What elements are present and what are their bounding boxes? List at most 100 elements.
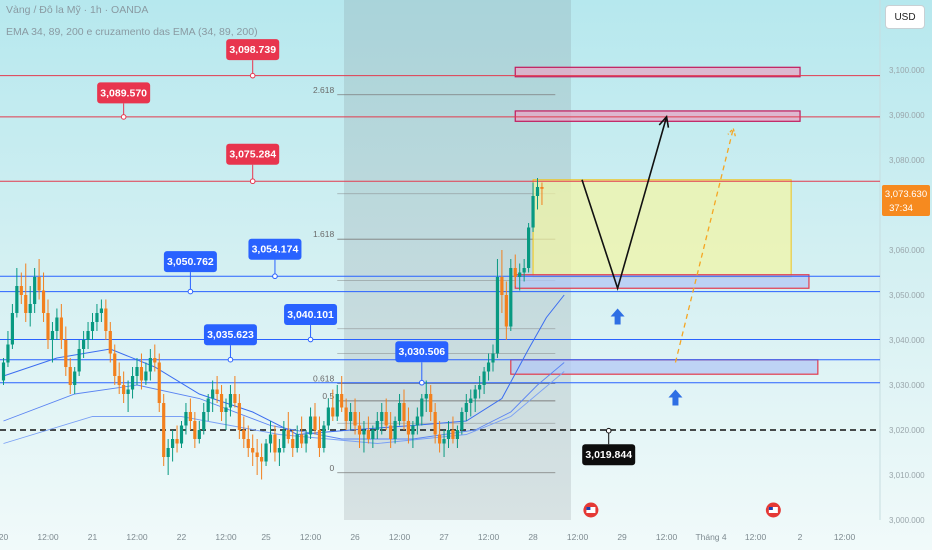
candle-body <box>24 295 28 313</box>
candle-body <box>10 313 14 345</box>
candle-body <box>59 317 63 340</box>
last-price-countdown: 37:34 <box>889 203 913 214</box>
price-axis[interactable]: 3,000.000 3,010.000 3,020.000 3,030.000 3,04… <box>889 21 925 525</box>
candle-body <box>300 434 304 444</box>
price-label-text[interactable]: 3,075.284 <box>229 149 276 161</box>
candle-body <box>246 439 250 448</box>
candle-body <box>113 353 117 376</box>
price-labels[interactable]: 3,098.739 3,089.570 3,075.284 3,054.174 3,05… <box>97 39 636 466</box>
horizontal-levels <box>0 75 880 431</box>
price-label-anchor <box>187 288 194 295</box>
candle-body <box>469 398 473 403</box>
price-label-text[interactable]: 3,050.762 <box>167 256 214 268</box>
flag-stripe-icon <box>768 507 778 513</box>
time-tick-label: 12:00 <box>215 532 237 542</box>
time-axis[interactable]: 20 12:00 21 12:00 22 12:00 25 12:00 26 12:00 27 12:… <box>0 532 855 542</box>
candle-body <box>531 196 535 228</box>
price-label-box[interactable] <box>97 82 151 104</box>
candle-body <box>380 412 384 421</box>
currency-button[interactable]: USD <box>885 5 925 29</box>
price-label-box[interactable] <box>226 143 280 165</box>
price-label-anchor <box>249 72 256 79</box>
price-tick-label: 3,060.000 <box>889 246 925 255</box>
price-label-box[interactable] <box>248 238 302 260</box>
candle-body <box>104 308 108 331</box>
candle-body <box>157 362 161 403</box>
candle-body <box>291 439 295 448</box>
zone-boxes <box>510 66 819 375</box>
candle-body <box>1 362 6 381</box>
price-label-text[interactable]: 3,054.174 <box>252 244 299 256</box>
price-label-anchor <box>419 379 425 386</box>
candle-body <box>362 430 366 435</box>
candle-body <box>37 277 41 291</box>
up-arrow-icon <box>610 308 625 325</box>
price-label-text[interactable]: 3,035.623 <box>207 329 254 341</box>
candle-body <box>211 389 215 399</box>
candle-body <box>166 448 170 457</box>
candle-body <box>126 389 130 394</box>
candle-body <box>219 394 224 412</box>
price-label-text[interactable]: 3,098.739 <box>229 44 276 56</box>
candle-body <box>255 452 259 457</box>
time-tick-label: 12:00 <box>567 532 589 542</box>
candle-body <box>331 407 335 417</box>
price-label-box[interactable] <box>163 251 217 273</box>
target-box <box>532 179 792 278</box>
up-arrows <box>610 308 683 406</box>
candle-body <box>397 403 402 421</box>
symbol-title[interactable]: Vàng / Đô la Mỹ · 1h · OANDA <box>6 4 149 16</box>
event-markers[interactable] <box>583 502 781 518</box>
price-label-box[interactable] <box>395 341 449 363</box>
flag-canton-icon <box>586 507 591 510</box>
candle-body <box>171 439 175 448</box>
dashed-projection-arrowhead <box>727 127 736 137</box>
indicator-legend[interactable]: EMA 34, 89, 200 e cruzamento das EMA (34… <box>6 26 258 38</box>
candle-body <box>15 286 19 313</box>
price-tick-label: 3,010.000 <box>889 471 925 480</box>
candle-body <box>406 421 411 435</box>
price-label-text[interactable]: 3,030.506 <box>398 346 445 358</box>
candle-body <box>153 358 157 363</box>
candle-body <box>527 227 531 268</box>
candle-body <box>117 376 121 385</box>
flag-canton-icon <box>768 507 773 510</box>
candle-body <box>349 412 353 421</box>
price-tick-label: 3,080.000 <box>889 156 925 165</box>
candle-body <box>197 430 201 439</box>
candle-body <box>237 403 241 430</box>
candle-body <box>433 412 437 435</box>
price-label-text[interactable]: 3,089.570 <box>100 87 147 99</box>
price-label-text[interactable]: 3,019.844 <box>585 449 632 461</box>
demand-zone-lower <box>510 359 819 375</box>
price-tick-label: 3,040.000 <box>889 336 925 345</box>
candle-body <box>206 398 210 412</box>
candle-body <box>308 416 313 435</box>
candle-body <box>317 430 322 448</box>
candle-body <box>162 403 166 457</box>
price-label-box[interactable] <box>582 444 636 466</box>
time-tick-label: 27 <box>439 532 449 542</box>
candle-body <box>344 407 348 421</box>
candle-body <box>144 371 148 381</box>
candle-body <box>429 394 433 412</box>
last-price-tag: 3,073.630 37:34 <box>882 185 930 216</box>
ema-slow-line <box>3 371 565 444</box>
price-label-box[interactable] <box>226 39 280 61</box>
price-label-box[interactable] <box>203 324 257 346</box>
candle-body <box>82 340 86 349</box>
price-label-text[interactable]: 3,040.101 <box>287 309 334 321</box>
supply-zone-target <box>514 110 801 122</box>
candle-body <box>108 331 112 354</box>
price-label-anchor <box>120 114 127 120</box>
price-tick-label: 3,050.000 <box>889 291 925 300</box>
candle-body <box>95 313 99 322</box>
price-label-box[interactable] <box>284 304 338 326</box>
time-tick-label: Tháng 4 <box>695 532 726 542</box>
fib-ratio-label: 0.5 <box>322 391 334 401</box>
candle-body <box>518 272 522 277</box>
time-tick-label: 12:00 <box>126 532 148 542</box>
candle-body <box>19 286 23 295</box>
